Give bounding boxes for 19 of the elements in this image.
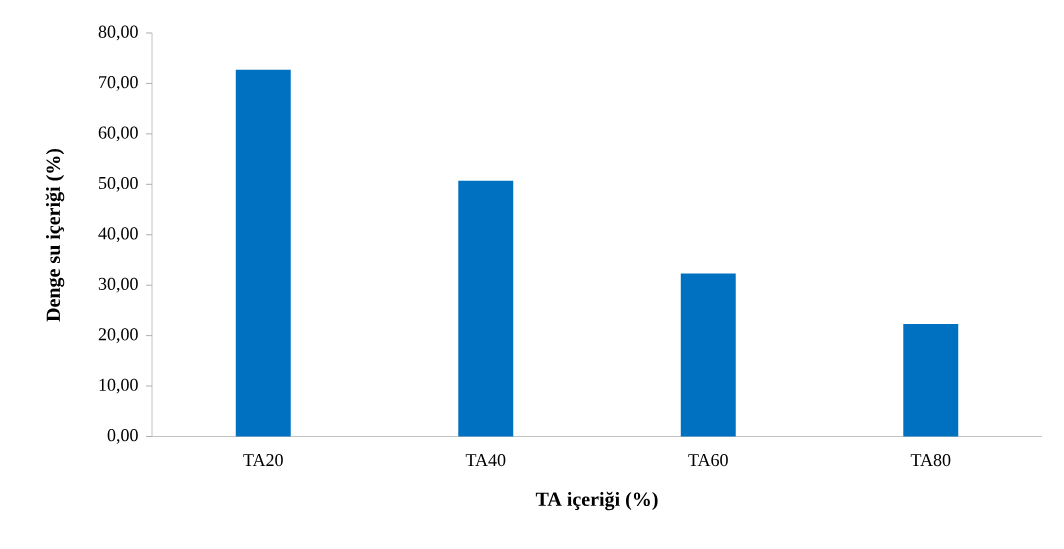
x-tick-label: TA80 (910, 454, 951, 467)
y-tick-label: 80,00 (98, 25, 138, 41)
y-tick-label: 10,00 (99, 378, 138, 394)
y-tick-label: 40,00 (98, 227, 138, 243)
bar (680, 273, 736, 437)
x-tick-label: TA40 (465, 454, 506, 467)
y-tick-label: 60,00 (98, 126, 138, 142)
x-axis-title: TA içeriği (%) (535, 491, 658, 511)
bar (903, 324, 959, 437)
y-tick-label: 70,00 (99, 76, 138, 91)
y-tick-label: 30,00 (98, 277, 138, 293)
x-tick-label: TA60 (688, 454, 728, 467)
y-tick-label: 50,00 (99, 176, 138, 192)
bar (235, 69, 291, 437)
y-tick-label: 0,00 (107, 429, 138, 444)
x-tick-label: TA20 (243, 454, 283, 467)
y-tick-label: 20,00 (98, 328, 138, 343)
bar (458, 180, 514, 437)
y-axis-title: Denge su içeriği (%) (45, 148, 65, 322)
